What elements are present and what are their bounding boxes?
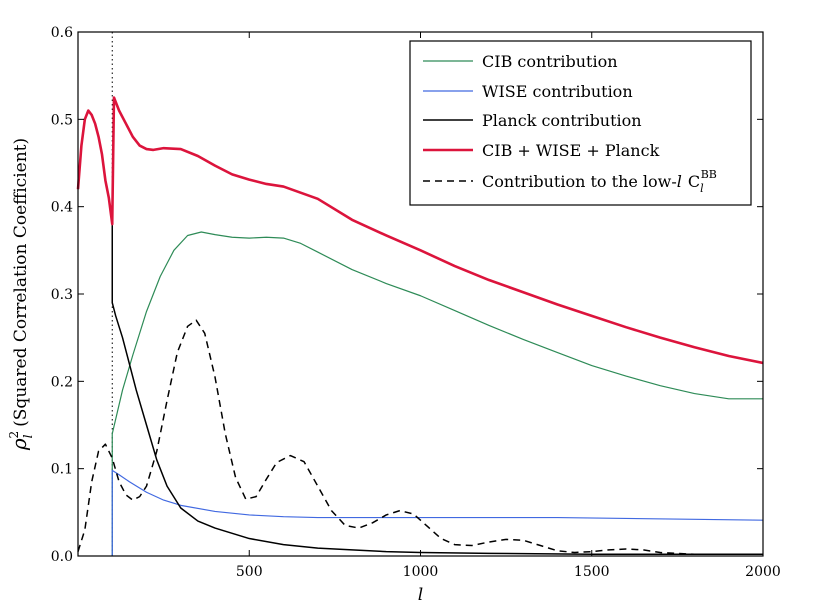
y-tick-label: 0.4 <box>51 200 73 216</box>
legend-label-wise: WISE contribution <box>482 82 633 101</box>
y-axis-label-sub: l <box>21 434 35 438</box>
x-tick-label: 500 <box>236 564 263 580</box>
legend-box <box>409 40 752 206</box>
x-axis-label: l <box>418 585 423 605</box>
series-cib-contribution <box>111 231 763 556</box>
y-tick-label: 0.0 <box>51 549 73 565</box>
y-axis-label-sup: 2 <box>7 431 21 439</box>
legend-label-total: CIB + WISE + Planck <box>482 141 660 160</box>
legend-lines <box>423 60 473 182</box>
series-layer <box>76 96 764 556</box>
y-tick-label: 0.2 <box>51 374 73 390</box>
ticks-layer: 500 1000 1500 2000 0.0 0.1 0.2 0.3 0.4 0.5 0.6 <box>51 25 781 580</box>
legend-label-lowl: Contribution to the low-l ClBB <box>482 168 717 195</box>
y-axis-label-main: (Squared Correlation Coefficient) <box>11 138 31 427</box>
y-tick-label: 0.1 <box>51 462 73 478</box>
y-tick-label: 0.3 <box>51 287 73 303</box>
plot-frame <box>77 31 764 557</box>
legend: CIB contribution WISE contribution Planc… <box>409 40 752 206</box>
x-tick-label: 2000 <box>745 564 781 580</box>
y-axis-label: ρl2 (Squared Correlation Coefficient) <box>7 138 35 451</box>
y-tick-label: 0.6 <box>51 25 73 41</box>
series-wise-contribution <box>111 469 764 556</box>
x-tick-label: 1000 <box>403 564 439 580</box>
legend-label-cib: CIB contribution <box>482 52 618 71</box>
svg-text:ρl2(Squared Correlation Coeffi: ρl2 (Squared Correlation Coefficient) <box>7 138 35 451</box>
series-contribution-to-the-low-l-c-l-bb <box>77 319 763 555</box>
x-tick-label: 1500 <box>574 564 610 580</box>
y-axis-label-rho: ρ <box>7 438 31 451</box>
legend-label-planck: Planck contribution <box>482 111 642 130</box>
series-cib-wise-planck <box>76 96 764 365</box>
y-tick-label: 0.5 <box>51 112 73 128</box>
